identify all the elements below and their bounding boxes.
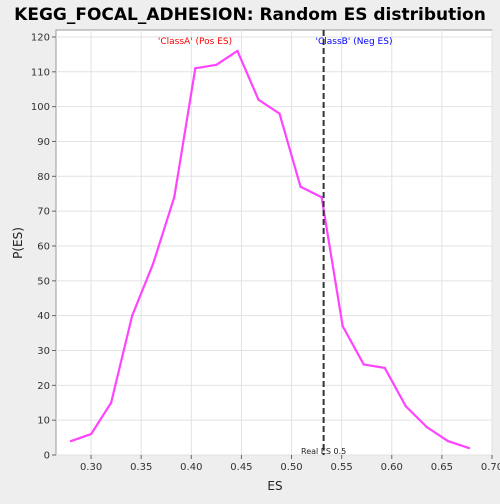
x-axis-label: ES xyxy=(267,479,282,493)
data-point xyxy=(236,49,239,53)
data-point xyxy=(299,185,302,188)
data-point xyxy=(446,439,450,443)
y-tick-label: 120 xyxy=(31,32,50,43)
data-point xyxy=(425,425,429,429)
data-point xyxy=(89,432,93,436)
x-tick-label: 0.65 xyxy=(431,462,453,473)
data-point xyxy=(173,196,176,199)
data-point xyxy=(362,363,365,366)
class-a-label: 'ClassA' (Pos ES) xyxy=(158,37,232,47)
data-point xyxy=(278,112,281,115)
data-point xyxy=(383,366,386,370)
data-point xyxy=(109,401,113,404)
plot-area xyxy=(55,29,493,456)
x-tick-label: 0.45 xyxy=(230,462,252,473)
y-tick-label: 0 xyxy=(44,451,50,462)
y-axis: 0 10 20 30 40 50 60 70 80 90 100 110 120 xyxy=(31,32,56,462)
x-tick-label: 0.35 xyxy=(130,462,152,473)
y-tick-label: 60 xyxy=(37,241,50,252)
series-line xyxy=(70,49,470,450)
data-point xyxy=(341,324,344,328)
series-layer xyxy=(69,49,471,450)
y-tick-label: 10 xyxy=(37,416,50,427)
y-tick-label: 110 xyxy=(31,67,50,78)
x-tick-label: 0.40 xyxy=(180,462,202,473)
y-tick-label: 70 xyxy=(37,207,50,218)
y-tick-label: 30 xyxy=(37,346,50,357)
x-tick-label: 0.70 xyxy=(481,462,500,473)
y-tick-label: 20 xyxy=(37,381,50,392)
x-tick-label: 0.55 xyxy=(331,462,353,473)
y-axis-label: P(ES) xyxy=(11,227,25,259)
data-point xyxy=(130,314,134,317)
x-axis: 0.30 0.35 0.40 0.45 0.50 0.55 0.60 0.65 0.70 xyxy=(80,455,500,473)
data-point xyxy=(69,439,73,443)
data-point xyxy=(320,196,323,199)
x-tick-label: 0.30 xyxy=(80,462,102,473)
annotation-layer: 'ClassA' (Pos ES) 'ClassB' (Neg ES) Real… xyxy=(158,30,393,456)
real-es-label: Real ES 0.5 xyxy=(301,447,346,456)
y-tick-label: 80 xyxy=(37,172,50,183)
y-tick-label: 100 xyxy=(31,102,50,113)
data-point xyxy=(215,63,218,67)
y-tick-label: 50 xyxy=(37,276,50,287)
chart-title: KEGG_FOCAL_ADHESION: Random ES distribut… xyxy=(14,5,486,25)
class-b-label: 'ClassB' (Neg ES) xyxy=(316,37,393,47)
y-tick-label: 40 xyxy=(37,311,50,322)
data-point xyxy=(194,67,197,70)
data-point xyxy=(467,446,471,450)
x-tick-label: 0.50 xyxy=(280,462,302,473)
x-tick-label: 0.60 xyxy=(381,462,403,473)
y-tick-label: 90 xyxy=(37,137,50,148)
data-point xyxy=(152,262,155,265)
data-point xyxy=(257,98,260,101)
data-point xyxy=(404,405,408,408)
